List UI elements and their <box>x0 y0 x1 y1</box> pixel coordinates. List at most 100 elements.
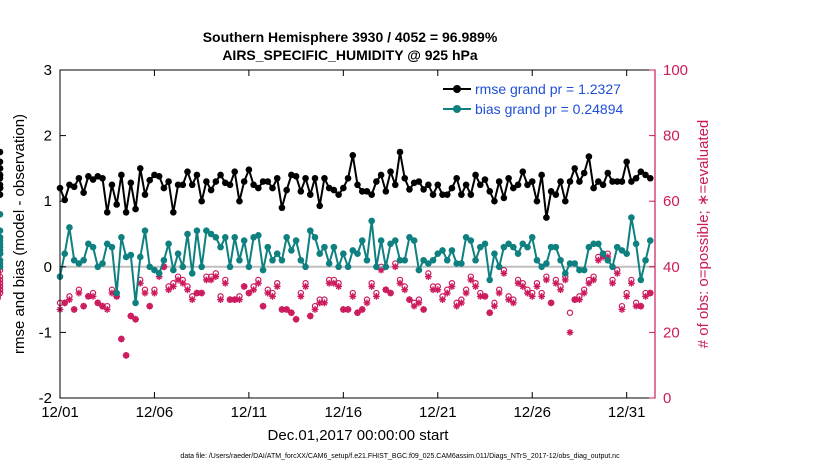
obs-evaluated-marker <box>642 292 649 300</box>
obs-evaluated-marker <box>542 276 550 284</box>
obs-evaluated-marker <box>448 283 456 290</box>
obs-evaluated-marker <box>321 299 328 307</box>
bias-point <box>306 227 314 235</box>
bias-point <box>505 240 512 248</box>
obs-evaluated-marker <box>467 276 475 284</box>
rmse-point <box>236 197 243 205</box>
rmse-point <box>255 184 262 192</box>
rmse-point <box>0 191 4 198</box>
obs-evaluated-marker <box>410 302 418 310</box>
rmse-point <box>193 171 201 179</box>
y-tick-label: -2 <box>39 390 52 407</box>
obs-evaluated-marker <box>231 296 239 303</box>
rmse-point <box>174 181 182 189</box>
obs-evaluated-marker <box>202 276 210 284</box>
bias-point <box>510 243 517 251</box>
rmse-point <box>391 181 399 189</box>
obs-evaluated-marker <box>264 289 272 297</box>
rmse-point <box>311 174 319 182</box>
obs-evaluated-marker <box>311 306 319 313</box>
bias-point <box>354 250 361 257</box>
rmse-point <box>481 176 489 183</box>
obs-evaluated-marker <box>396 279 404 287</box>
rmse-point <box>396 148 404 156</box>
bias-point <box>0 233 4 241</box>
bias-point <box>580 266 588 274</box>
obs-evaluated-marker <box>94 299 102 307</box>
bias-point <box>377 237 385 244</box>
rmse-point <box>203 178 210 185</box>
bias-point <box>94 263 102 271</box>
rmse-point <box>448 184 456 192</box>
obs-evaluated-marker <box>240 283 248 290</box>
bias-point <box>226 263 234 271</box>
obs-evaluated-marker <box>221 279 229 287</box>
rmse-point <box>646 174 654 182</box>
obs-evaluated-marker <box>481 292 489 300</box>
rmse-point <box>85 172 92 180</box>
rmse-point <box>321 174 328 182</box>
rmse-point <box>155 172 163 180</box>
bias-point <box>340 250 347 257</box>
bias-point <box>443 256 451 264</box>
obs-evaluated-marker <box>443 289 451 297</box>
bias-point <box>179 263 187 271</box>
obs-evaluated-marker <box>89 292 97 300</box>
rmse-point <box>637 168 645 175</box>
obs-evaluated-marker <box>439 296 446 303</box>
obs-evaluated-marker <box>184 286 191 294</box>
rmse-point <box>259 178 267 185</box>
bias-point <box>231 233 239 241</box>
bias-point <box>382 263 390 271</box>
bias-point <box>604 256 612 264</box>
obs-evaluated-marker <box>547 299 555 307</box>
rmse-point <box>576 178 583 185</box>
rmse-point <box>165 178 172 185</box>
rmse-point <box>557 178 564 185</box>
rmse-point <box>61 196 69 204</box>
rmse-point <box>514 181 522 189</box>
rmse-point <box>136 165 144 172</box>
obs-evaluated-marker <box>377 266 385 274</box>
bias-point <box>127 251 135 259</box>
bias-point <box>292 237 300 244</box>
obs-evaluated-marker <box>273 283 281 290</box>
rmse-point <box>472 171 479 179</box>
rmse-point <box>240 178 248 185</box>
bias-point <box>184 230 191 238</box>
y-right-tick-label: 100 <box>663 62 688 79</box>
obs-evaluated-marker <box>561 276 569 284</box>
obs-evaluated-marker <box>453 302 461 310</box>
bias-point <box>547 243 555 251</box>
bias-point <box>330 243 338 251</box>
bias-point <box>221 233 229 241</box>
rmse-point <box>89 176 97 183</box>
rmse-point <box>406 186 413 193</box>
bias-point <box>543 260 550 267</box>
rmse-point <box>495 178 503 185</box>
obs-evaluated-marker <box>75 289 83 297</box>
rmse-point <box>245 166 253 174</box>
bias-point <box>113 289 120 297</box>
obs-evaluated-marker <box>632 302 640 310</box>
rmse-point <box>538 171 545 179</box>
rmse-point <box>335 191 342 198</box>
rmse-point <box>623 158 630 166</box>
obs-evaluated-marker <box>169 283 177 290</box>
bias-point <box>170 266 177 274</box>
rmse-point <box>212 178 220 185</box>
obs-evaluated-marker <box>580 289 588 297</box>
bias-point <box>99 260 106 267</box>
bias-point <box>273 250 281 257</box>
bias-point <box>0 227 4 235</box>
obs-evaluated-marker <box>335 283 343 290</box>
bias-point <box>642 256 649 264</box>
rmse-point <box>543 214 550 221</box>
rmse-point <box>382 188 390 195</box>
obs-evaluated-marker <box>165 286 173 294</box>
bias-point <box>61 250 69 257</box>
rmse-point <box>434 181 442 189</box>
bias-point <box>391 237 399 244</box>
rmse-point <box>349 151 357 159</box>
bias-point <box>566 260 574 267</box>
